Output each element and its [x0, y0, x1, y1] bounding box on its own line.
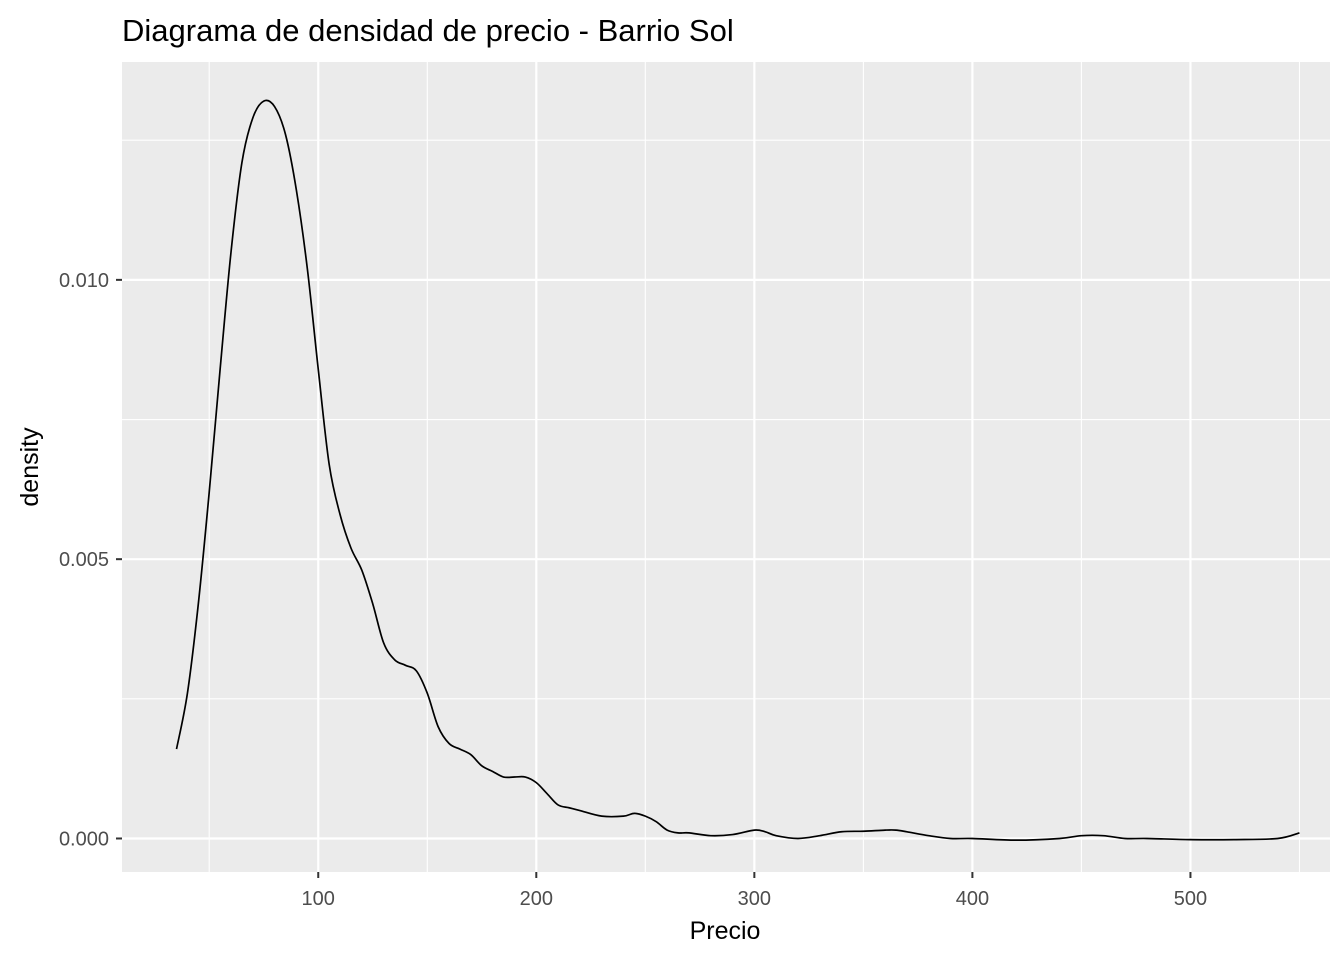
- y-axis-ticks: 0.000 0.005 0.010: [59, 270, 122, 850]
- x-tick-label: 300: [738, 888, 771, 910]
- chart-title: Diagrama de densidad de precio - Barrio …: [122, 13, 734, 48]
- x-tick-label: 100: [302, 888, 335, 910]
- x-axis-title: Precio: [690, 917, 761, 945]
- plot-panel: [122, 62, 1330, 872]
- y-tick-label: 0.000: [59, 828, 109, 850]
- x-tick-label: 500: [1174, 888, 1207, 910]
- y-tick-label: 0.010: [59, 270, 109, 292]
- minor-grid: [122, 62, 1330, 872]
- x-axis-ticks: 100 200 300 400 500: [302, 872, 1207, 910]
- x-tick-label: 200: [520, 888, 553, 910]
- series-layer: [175, 99, 1300, 842]
- y-axis-title: density: [16, 427, 44, 507]
- x-tick-label: 400: [956, 888, 989, 910]
- density-line: [175, 99, 1300, 842]
- y-tick-label: 0.005: [59, 549, 109, 571]
